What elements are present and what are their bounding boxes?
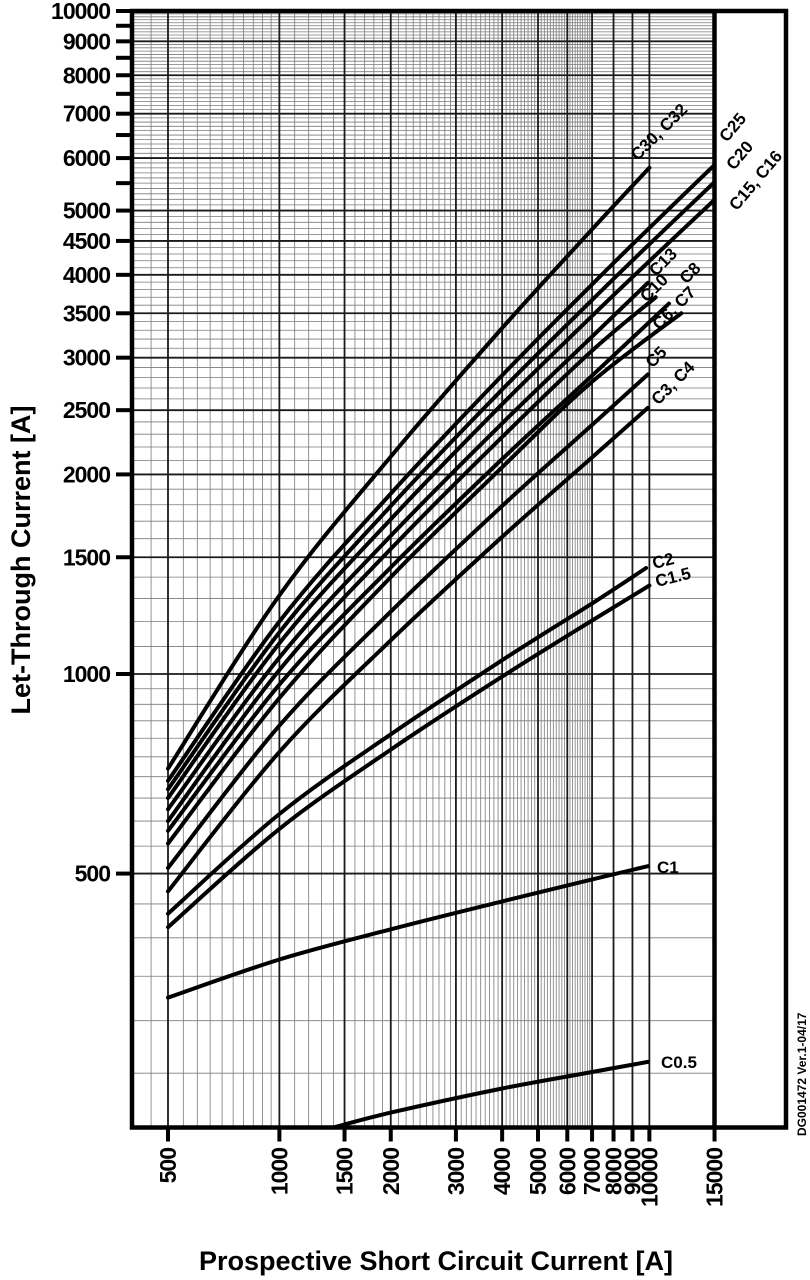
curve-c8 xyxy=(166,301,671,833)
x-tick-label: 500 xyxy=(155,1148,181,1184)
x-tick-label: 10000 xyxy=(636,1148,662,1207)
curve-c20 xyxy=(166,180,717,792)
y-tick-label: 9000 xyxy=(63,28,110,54)
y-tick-label: 5000 xyxy=(63,198,110,224)
y-tick-label: 7000 xyxy=(63,101,110,127)
plot-frame xyxy=(129,8,789,1130)
y-axis-title: Let-Through Current [A] xyxy=(6,406,36,715)
axis-ticks xyxy=(116,9,717,1142)
x-tick-label: 7000 xyxy=(579,1148,605,1195)
y-tick-label: 8000 xyxy=(63,62,110,88)
y-tick-label: 500 xyxy=(75,861,111,887)
axis-tick-labels: 5001000150020002500300035004000450050006… xyxy=(51,0,728,1207)
curve-label: C8 xyxy=(676,259,705,288)
curve-label: C1 xyxy=(657,858,679,877)
curve-c5 xyxy=(166,372,650,870)
document-number: DG001472 Ver.1-04/17 xyxy=(795,1012,809,1136)
curve-c3-c4 xyxy=(166,405,650,894)
y-tick-label: 3500 xyxy=(63,300,110,326)
x-tick-label: 5000 xyxy=(525,1148,551,1195)
curve-c6-c7 xyxy=(166,311,684,846)
curve-label: C2 xyxy=(650,549,676,573)
y-tick-label: 2500 xyxy=(63,397,110,423)
x-tick-label: 6000 xyxy=(554,1148,580,1195)
grid-minor-lines xyxy=(132,11,715,1128)
y-tick-label: 10000 xyxy=(51,0,110,24)
curve-c1 xyxy=(166,864,650,1000)
x-axis-title: Prospective Short Circuit Current [A] xyxy=(199,1246,673,1276)
y-tick-label: 6000 xyxy=(63,145,110,171)
curve-c0.5 xyxy=(331,1059,650,1130)
grid-major-lines xyxy=(132,11,715,1128)
curve-c10 xyxy=(166,295,658,824)
curve-c2 xyxy=(166,566,649,916)
curve-c30-c32 xyxy=(166,165,652,771)
y-tick-label: 1500 xyxy=(63,544,110,570)
y-tick-label: 1000 xyxy=(63,661,110,687)
x-tick-label: 3000 xyxy=(443,1148,469,1195)
curve-c1.5 xyxy=(166,583,652,930)
curve-c15-c16 xyxy=(166,197,717,800)
x-tick-label: 15000 xyxy=(702,1148,728,1207)
characteristic-curves xyxy=(166,162,717,1130)
x-tick-label: 2000 xyxy=(378,1148,404,1195)
curve-c25 xyxy=(166,162,717,783)
y-tick-label: 2000 xyxy=(63,461,110,487)
outer-frame xyxy=(129,8,789,1130)
x-tick-label: 1000 xyxy=(266,1148,292,1195)
x-tick-label: 1500 xyxy=(332,1148,358,1195)
y-tick-label: 4000 xyxy=(63,262,110,288)
x-tick-label: 4000 xyxy=(489,1148,515,1195)
x-tick-label: 9000 xyxy=(619,1148,645,1195)
curve-c13 xyxy=(166,280,650,812)
x-tick-label: 8000 xyxy=(601,1148,627,1195)
curve-label: C0.5 xyxy=(661,1053,697,1072)
y-tick-label: 4500 xyxy=(63,228,110,254)
y-tick-label: 3000 xyxy=(63,345,110,371)
